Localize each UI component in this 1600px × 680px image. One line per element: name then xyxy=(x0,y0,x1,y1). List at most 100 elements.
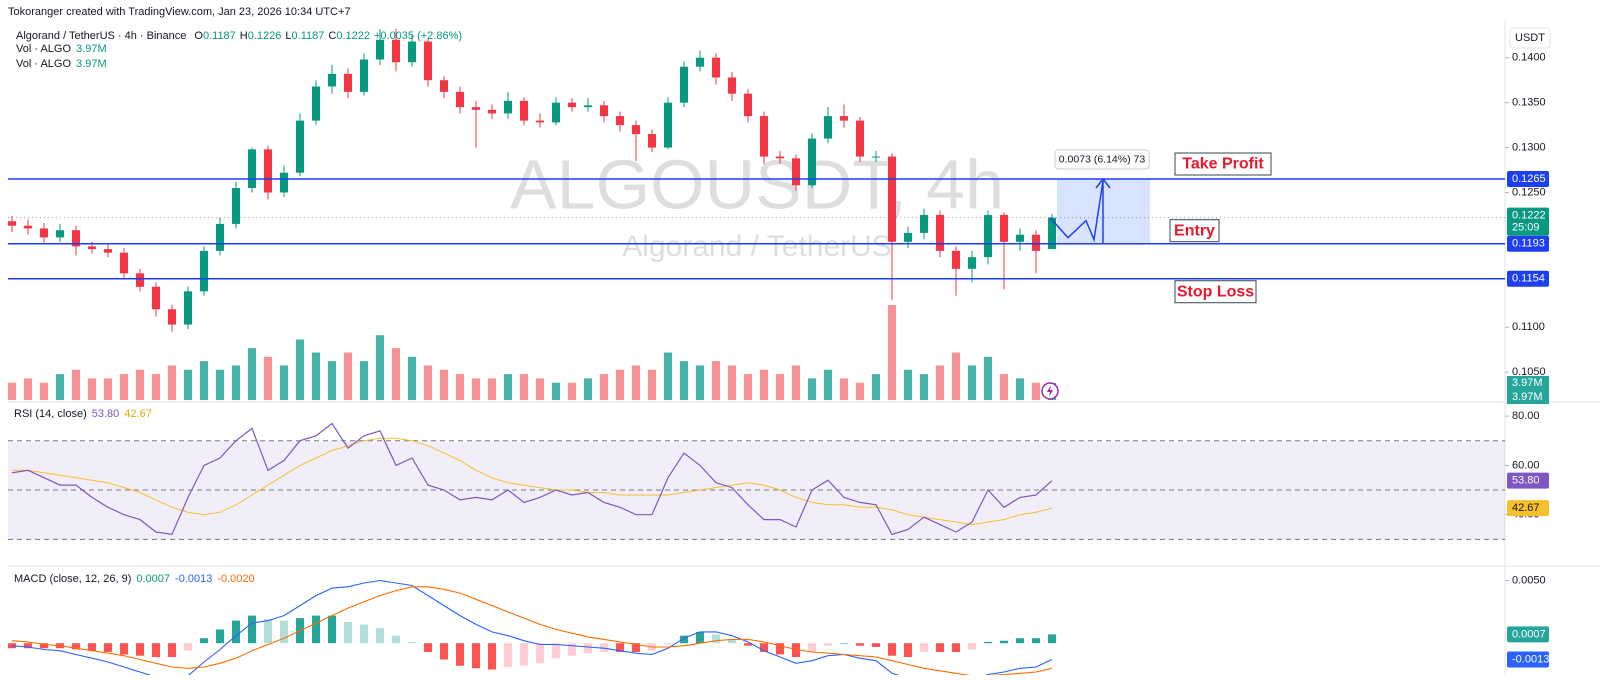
ohlc-label: O xyxy=(194,30,203,42)
vol-name: Vol · ALGO xyxy=(16,58,71,70)
macd-hist-bar xyxy=(632,643,640,652)
volume-bar xyxy=(200,361,208,400)
macd-hist-bar xyxy=(456,643,464,666)
candle-body xyxy=(968,257,976,269)
volume-bar xyxy=(184,369,192,400)
y-tick-label: 0.1250 xyxy=(1512,186,1546,198)
volume-bar xyxy=(632,365,640,400)
candle-body xyxy=(824,116,832,139)
volume-bar xyxy=(904,369,912,400)
macd-tag xyxy=(1507,626,1549,643)
volume-bar xyxy=(920,374,928,400)
rsi-tag xyxy=(1507,500,1549,517)
projection-path xyxy=(1049,180,1104,243)
candle-body xyxy=(760,116,768,157)
macd-hist-bar xyxy=(888,643,896,656)
candle-body xyxy=(744,93,752,117)
volume-bar xyxy=(728,365,736,400)
volume-bar xyxy=(952,352,960,400)
volume-bar xyxy=(808,378,816,400)
macd-hist-bar xyxy=(696,631,704,644)
last-price-tag xyxy=(1507,207,1549,236)
volume-bar xyxy=(776,374,784,400)
level-tag xyxy=(1507,171,1549,188)
volume-bar xyxy=(488,378,496,400)
macd-legend: MACD (close, 12, 26, 9) 0.0007 -0.0013 -0.0… xyxy=(14,573,255,585)
candle-body xyxy=(904,232,912,242)
volume-bar xyxy=(8,382,16,400)
macd-hist-bar xyxy=(376,628,384,644)
macd-hist-bar xyxy=(760,643,768,652)
candle-body xyxy=(680,66,688,103)
macd-hist-bar xyxy=(840,643,848,644)
macd-hist-bar xyxy=(104,643,112,652)
volume-bar xyxy=(552,382,560,400)
candle-body xyxy=(136,273,144,287)
level-box xyxy=(1174,152,1272,176)
y-tick-label: 0.1100 xyxy=(1512,321,1545,333)
ohlc-label: L xyxy=(285,30,291,42)
volume-bar xyxy=(760,369,768,400)
level-tag xyxy=(1507,270,1549,287)
volume-bar xyxy=(472,378,480,400)
candle-body xyxy=(952,250,960,269)
macd-hist-bar xyxy=(152,643,160,657)
macd-hist-bar xyxy=(312,615,320,644)
y-tick-label: 0.1050 xyxy=(1512,366,1546,378)
volume-bar xyxy=(440,369,448,400)
currency-box[interactable] xyxy=(1509,27,1551,49)
ohlc-value: 0.1187 xyxy=(203,30,236,42)
macd-hist-bar xyxy=(232,620,240,644)
volume-tag xyxy=(1507,376,1549,390)
volume-bar xyxy=(424,365,432,400)
macd-hist-bar xyxy=(792,643,800,657)
candle-body xyxy=(504,100,512,114)
candle-body xyxy=(392,39,400,63)
volume-bar xyxy=(72,369,80,400)
volume-bar xyxy=(536,378,544,400)
macd-hist-bar xyxy=(520,643,528,666)
candle-body xyxy=(312,86,320,121)
candle-body xyxy=(520,100,528,121)
macd-hist-bar xyxy=(1000,640,1008,644)
rsi-tag-label: 53.80 xyxy=(1512,475,1540,487)
volume-bar xyxy=(104,378,112,400)
volume-bar xyxy=(744,374,752,400)
volume-bar xyxy=(568,382,576,400)
volume-bar xyxy=(504,374,512,400)
macd-hist-bar xyxy=(72,643,80,650)
volume-bar xyxy=(936,365,944,400)
volume-bar xyxy=(136,369,144,400)
macd-tag xyxy=(1507,651,1549,668)
credit: Tokoranger created with TradingView.com,… xyxy=(8,6,351,18)
volume-bar xyxy=(984,356,992,400)
volume-bar xyxy=(408,356,416,400)
currency[interactable]: USDT xyxy=(1515,32,1545,44)
rsi-tag xyxy=(1507,472,1549,489)
macd-hist-bar xyxy=(488,643,496,670)
macd-hist-bar xyxy=(360,624,368,644)
candle-body xyxy=(296,120,304,173)
macd-hist-bar xyxy=(1048,634,1056,644)
rsi-legend: RSI (14, close) 53.80 42.67 xyxy=(14,408,152,420)
candle-body xyxy=(648,134,656,148)
candle-body xyxy=(72,230,80,247)
macd-hist-bar xyxy=(248,615,256,644)
candle-body xyxy=(472,107,480,110)
macd-hist-bar xyxy=(40,643,48,649)
ohlc-value: 0.1187 xyxy=(292,30,325,42)
macd-hist-bar xyxy=(88,643,96,651)
rsi-tag-label: 42.67 xyxy=(1512,502,1540,514)
projection-label-box xyxy=(1054,149,1150,170)
candle-body xyxy=(264,149,272,193)
candle-body xyxy=(360,59,368,92)
volume-bar xyxy=(24,378,32,400)
symbol-line: Algorand / TetherUS · 4h · Binance O0.118… xyxy=(16,30,462,42)
volume-bar xyxy=(968,365,976,400)
vol-value: 3.97M xyxy=(76,43,107,55)
volume-bar xyxy=(264,356,272,400)
macd-hist-bar xyxy=(1032,638,1040,644)
candle-body xyxy=(216,223,224,251)
candle-body xyxy=(536,120,544,123)
macd-hist-bar xyxy=(328,615,336,644)
